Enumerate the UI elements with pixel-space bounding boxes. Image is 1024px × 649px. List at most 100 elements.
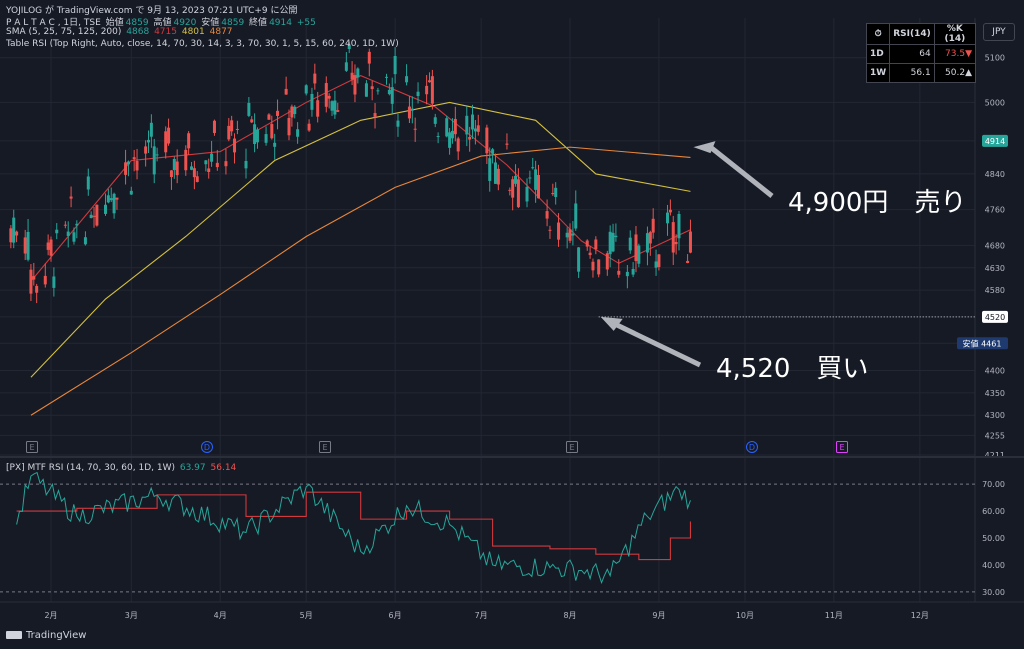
tradingview-logo[interactable]: TradingView xyxy=(6,630,86,641)
candle-body xyxy=(32,276,36,280)
candle-body xyxy=(651,218,655,233)
candle-body xyxy=(571,233,575,236)
x-tick-label: 6月 xyxy=(389,611,402,620)
candle-body xyxy=(536,175,540,199)
low-badge: 安値 4461 xyxy=(963,338,1002,348)
candle-body xyxy=(124,162,128,175)
candle-body xyxy=(155,154,159,156)
candle-body xyxy=(9,228,13,243)
candle-body xyxy=(657,254,661,267)
candle-body xyxy=(273,142,277,147)
x-tick-label: 4月 xyxy=(214,611,227,620)
candle-body xyxy=(86,176,90,190)
candle-body xyxy=(267,114,271,120)
rsi-1d: 64 xyxy=(889,44,935,64)
k-1d: 73.5▼ xyxy=(933,44,977,64)
rsi-1w: 56.1 xyxy=(889,63,935,83)
candle-body xyxy=(410,108,414,111)
event-marker: D xyxy=(746,441,758,453)
candle-body xyxy=(468,136,472,140)
candle-body xyxy=(190,166,194,170)
rsi-legend[interactable]: [PX] MTF RSI (14, 70, 30, 60, 1D, 1W) 63… xyxy=(6,463,237,473)
candle-body xyxy=(330,101,334,111)
candle-body xyxy=(215,162,219,168)
candle-body xyxy=(686,260,690,264)
candle-body xyxy=(336,110,340,112)
candle-body xyxy=(628,237,632,251)
candle-body xyxy=(430,76,434,104)
candle-body xyxy=(456,138,460,152)
candle-body xyxy=(227,125,231,140)
candle-body xyxy=(370,86,374,90)
candle-body xyxy=(210,153,214,162)
candle-body xyxy=(149,122,153,137)
candle-body xyxy=(508,189,512,191)
candle-body xyxy=(585,240,589,247)
candle-body xyxy=(66,231,70,236)
candle-body xyxy=(132,157,136,160)
y-tick-label: 4350 xyxy=(985,389,1005,398)
candle-body xyxy=(135,161,139,171)
candle-body xyxy=(407,106,411,119)
table-rsi-legend[interactable]: Table RSI (Top Right, Auto, close, 14, 7… xyxy=(6,39,399,49)
rsi-header: RSI(14) xyxy=(889,23,935,45)
candle-body xyxy=(172,158,176,171)
candle-body xyxy=(485,127,489,154)
candle-body xyxy=(413,128,417,130)
candle-body xyxy=(313,73,317,84)
candle-body xyxy=(195,176,199,182)
candle-body xyxy=(233,138,237,153)
candle-body xyxy=(568,229,572,241)
event-letter: E xyxy=(29,443,34,452)
rsi-tick-label: 30.00 xyxy=(982,588,1005,597)
earnings-icon xyxy=(26,441,38,453)
rsi-tick-label: 70.00 xyxy=(982,480,1005,489)
tf-1w: 1W xyxy=(865,63,891,83)
candle-body xyxy=(387,89,391,95)
candle-body xyxy=(396,120,400,127)
candle-body xyxy=(109,198,113,201)
candle-body xyxy=(554,187,558,197)
candle-body xyxy=(92,215,96,217)
dividend-icon xyxy=(746,441,758,453)
publish-info: YOJILOG が TradingView.com で 9月 13, 2023 … xyxy=(6,6,298,16)
y-tick-label: 5000 xyxy=(985,98,1005,107)
tf-1d: 1D xyxy=(865,44,891,64)
candle-body xyxy=(416,91,420,96)
candle-body xyxy=(551,192,555,195)
candle-body xyxy=(637,245,641,264)
sma-legend[interactable]: SMA (5, 25, 75, 125, 200) 4868 4715 4801… xyxy=(6,27,233,37)
candle-body xyxy=(617,270,621,275)
low-badge-bg xyxy=(957,337,1008,350)
candle-body xyxy=(433,117,437,124)
rsi-daily-line xyxy=(16,471,691,585)
buy-annotation: 4,520 買い xyxy=(716,354,869,384)
candle-body xyxy=(287,118,291,136)
candle-body xyxy=(290,106,294,118)
candle-body xyxy=(169,170,173,178)
candle-body xyxy=(625,271,629,277)
candle-body xyxy=(35,285,39,293)
candle-body xyxy=(674,241,678,245)
rsi-tick-label: 40.00 xyxy=(982,561,1005,570)
candle-body xyxy=(75,223,79,226)
sma-line xyxy=(30,146,691,416)
x-tick-label: 2月 xyxy=(44,611,57,620)
candle-body xyxy=(296,129,300,137)
rsi-tick-label: 50.00 xyxy=(982,534,1005,543)
candle-body xyxy=(671,222,675,253)
candle-body xyxy=(244,160,248,169)
candle-body xyxy=(115,197,119,200)
candle-body xyxy=(597,259,601,275)
k-1w: 50.2▲ xyxy=(933,63,977,83)
currency-button[interactable]: JPY xyxy=(983,23,1015,41)
candle-body xyxy=(224,161,228,167)
candle-body xyxy=(436,136,440,138)
candle-body xyxy=(46,242,50,250)
last-price-badge-bg xyxy=(982,134,1008,147)
candle-body xyxy=(677,214,681,239)
candle-body xyxy=(450,130,454,139)
candle-body xyxy=(605,253,609,270)
candle-body xyxy=(445,118,449,137)
y-tick-label: 4300 xyxy=(985,411,1005,420)
